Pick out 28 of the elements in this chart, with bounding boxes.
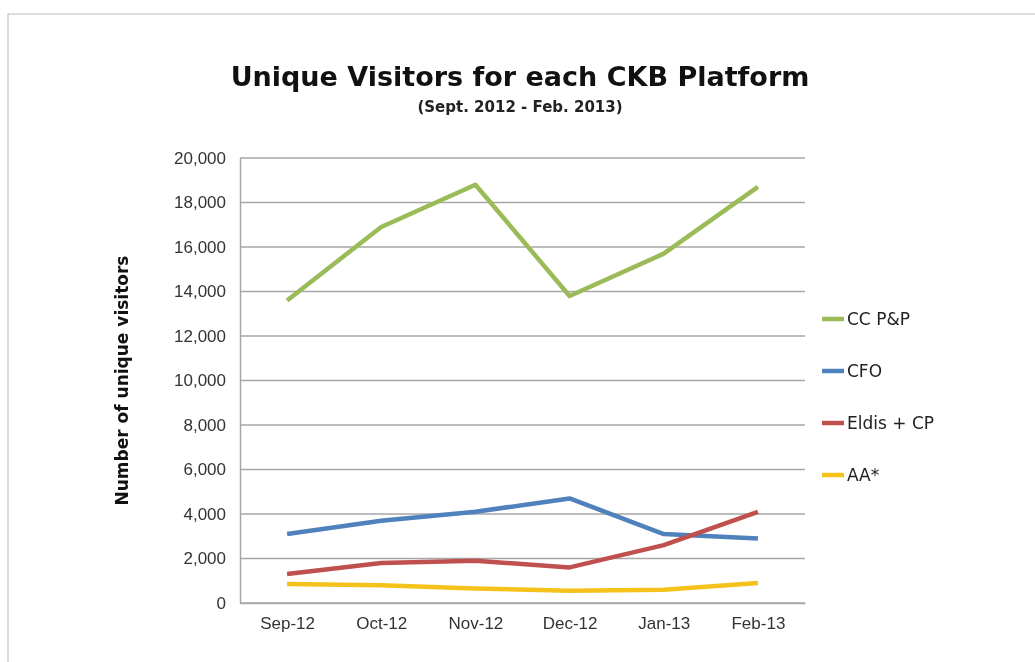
y-axis-title: Number of unique visitors <box>112 255 132 506</box>
chart-subtitle: (Sept. 2012 - Feb. 2013) <box>417 98 623 116</box>
x-tick-label: Dec-12 <box>542 614 598 634</box>
y-tick-label: 10,000 <box>174 371 226 391</box>
legend-label: CFO <box>847 361 883 381</box>
line-series <box>284 182 761 303</box>
line-series <box>284 509 761 577</box>
x-tick-label: Nov-12 <box>448 614 504 634</box>
y-tick-label: 16,000 <box>174 237 226 257</box>
y-tick-label: 8,000 <box>183 415 226 435</box>
x-tick-label: Feb-13 <box>731 614 786 634</box>
y-tick-label: 4,000 <box>183 504 226 524</box>
y-tick-label: 14,000 <box>174 282 226 302</box>
y-tick-label: 20,000 <box>174 148 226 168</box>
y-tick-label: 0 <box>216 593 226 613</box>
x-tick-label: Jan-13 <box>638 614 691 634</box>
legend-label: AA* <box>847 465 880 485</box>
legend-label: CC P&P <box>847 309 910 329</box>
line-series <box>284 496 761 541</box>
y-tick-label: 2,000 <box>183 549 226 569</box>
y-tick-label: 18,000 <box>174 193 226 213</box>
y-tick-label: 12,000 <box>174 326 226 346</box>
x-tick-label: Sep-12 <box>260 614 315 634</box>
chart-title: Unique Visitors for each CKB Platform <box>230 61 810 92</box>
legend-label: Eldis + CP <box>847 413 935 433</box>
x-tick-label: Oct-12 <box>356 614 408 634</box>
y-tick-label: 6,000 <box>183 460 226 480</box>
line-series <box>284 580 761 594</box>
